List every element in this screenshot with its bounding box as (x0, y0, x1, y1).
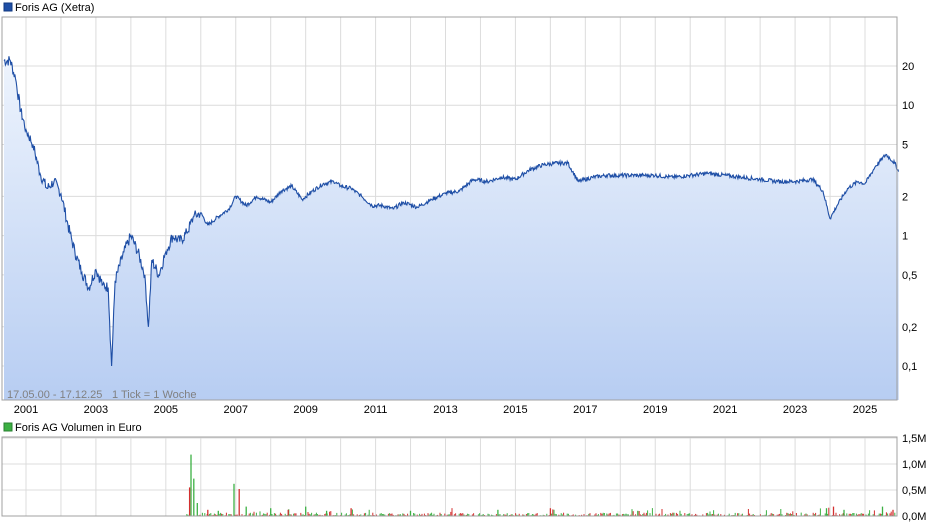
volume-panel: Foris AG Volumen in Euro 0,0M 0,5M 1,0M 1,5… (1, 422, 926, 523)
x-tick-label: 2019 (643, 404, 667, 416)
range-info: 17.05.00 - 17.12.25 1 Tick = 1 Woche (7, 389, 196, 401)
price-y-tick-label: 0,2 (902, 322, 917, 334)
x-tick-label: 2025 (853, 404, 877, 416)
price-y-tick-label: 5 (902, 139, 908, 151)
volume-legend-swatch (3, 422, 13, 432)
x-tick-label: 2009 (293, 404, 317, 416)
x-tick-label: 2005 (154, 404, 178, 416)
volume-legend-label: Foris AG Volumen in Euro (15, 422, 142, 434)
volume-legend: Foris AG Volumen in Euro (3, 422, 142, 434)
price-y-tick-label: 20 (902, 61, 914, 73)
price-line (3, 56, 900, 367)
tick-interval-label: 1 Tick = 1 Woche (112, 389, 196, 401)
price-y-tick-label: 1 (902, 231, 908, 243)
price-y-tick-label: 0,1 (902, 361, 917, 373)
price-x-ticks: 2001 2003 2005 2007 2009 2011 2013 2015 2017 2019… (14, 404, 877, 416)
date-range-label: 17.05.00 - 17.12.25 (7, 389, 102, 401)
volume-plot-background (1, 436, 898, 517)
x-tick-label: 2017 (573, 404, 597, 416)
price-y-tick-label: 0,5 (902, 270, 917, 282)
x-tick-label: 2001 (14, 404, 38, 416)
price-y-ticks: 0,1 0,2 0,5 1 2 5 10 20 (902, 61, 917, 373)
volume-y-tick-label: 1,5M (902, 433, 926, 445)
x-tick-label: 2023 (783, 404, 807, 416)
x-tick-label: 2011 (364, 404, 388, 416)
price-y-tick-label: 2 (902, 191, 908, 203)
price-y-tick-label: 10 (902, 100, 914, 112)
x-tick-label: 2013 (433, 404, 457, 416)
volume-y-tick-label: 0,0M (902, 511, 926, 523)
volume-y-ticks: 0,0M 0,5M 1,0M 1,5M (902, 433, 926, 523)
x-tick-label: 2007 (224, 404, 248, 416)
x-tick-label: 2021 (713, 404, 737, 416)
price-legend: Foris AG (Xetra) (3, 2, 94, 14)
price-panel: 0,1 0,2 0,5 1 2 5 10 20 2001 2003 2005 2007 2009 201… (1, 2, 917, 416)
price-plot-border (1, 16, 898, 401)
volume-plot-border (1, 436, 898, 517)
volume-y-tick-label: 0,5M (902, 485, 926, 497)
price-area (4, 56, 899, 401)
x-tick-label: 2015 (503, 404, 527, 416)
volume-y-tick-label: 1,0M (902, 459, 926, 471)
x-tick-label: 2003 (84, 404, 108, 416)
price-legend-swatch (3, 2, 13, 12)
price-legend-label: Foris AG (Xetra) (15, 2, 94, 14)
